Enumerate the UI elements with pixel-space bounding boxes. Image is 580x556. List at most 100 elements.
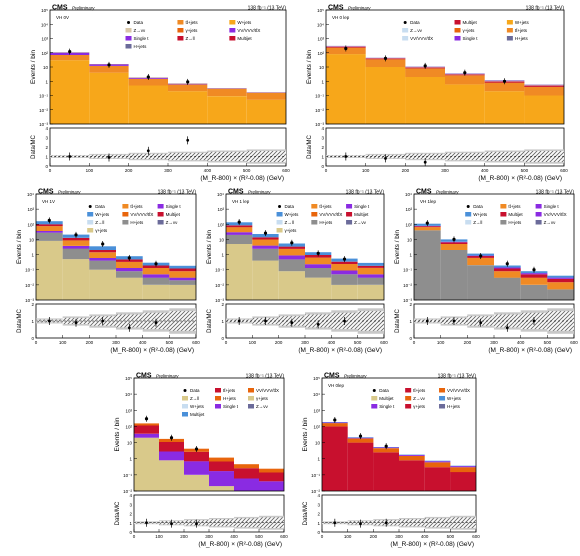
stack-bar [440,242,468,244]
x-axis-label: (M_R-800) × (R²-0.08) (GeV) [478,175,562,182]
stack-bar [322,426,348,491]
ratio-hatch [484,151,525,161]
x-tick-label: 500 [354,340,362,345]
x-tick-label: 400 [230,534,238,539]
legend-label: tt̄+jets [508,203,521,209]
x-tick-label: 400 [328,340,336,345]
stack-bar [520,277,548,285]
data-point [384,444,388,448]
legend-swatch [405,388,412,393]
data-point [154,262,158,266]
stack-bar [252,237,279,240]
ratio-tick-label: 2 [129,512,132,517]
ratio-tick-label: 4 [317,493,320,498]
data-point [423,64,427,68]
legend-swatch [276,220,283,225]
legend-swatch [177,36,184,41]
legend-swatch [157,204,164,209]
legend-label: Multijet [354,212,369,217]
data-point [74,233,78,237]
legend-label: Z→νν [256,404,268,409]
region-label: VH 0lep [328,383,345,388]
data-point [290,241,294,245]
ratio-tick-label: 0 [31,336,34,341]
y-tick-label: 10 [319,65,325,70]
y-tick-label: 10³ [313,408,320,413]
stack-bar [246,99,286,124]
stack-bar [128,78,168,86]
x-tick-label: 300 [301,340,309,345]
stack-bar [494,271,521,278]
stack-bar [445,75,485,85]
x-tick-label: 200 [125,168,133,173]
legend-label: Z→ll [473,220,482,225]
data-point [344,46,348,51]
x-axis-label: (M_R-800) × (R²-0.08) (GeV) [200,175,284,182]
y-tick-label: 10³ [405,207,412,212]
y-tick-label: 10⁻¹ [123,473,132,478]
stack-bar [520,273,548,275]
prelim-label: Preliminary [248,190,271,195]
panel-p7: 10⁻² 10⁻¹ 1 10 10² 10³ 10⁴ 10⁵ 0 1 2 3 4 0 100 200 300 40… [302,373,480,549]
stack-bar [134,433,159,438]
ratio-point [107,156,111,159]
prelim-label: Preliminary [72,6,95,11]
legend-swatch [229,28,236,33]
ratio-point [316,323,320,326]
y-tick-label: 10⁻² [403,283,412,288]
ratio-point [359,522,362,526]
main-frame [321,377,477,492]
y-tick-label: 10 [315,441,321,446]
stack-bar [226,234,253,244]
legend-label: H+jets [134,44,148,49]
legend-label: Multijet [166,212,181,217]
data-point [342,257,347,261]
x-tick-label: 400 [421,534,429,539]
prelim-label: Preliminary [344,374,367,379]
stack-bar [524,84,564,86]
stack-bar [62,240,90,246]
x-tick-label: 300 [112,340,120,345]
ratio-point [186,138,190,142]
legend-swatch [402,28,409,33]
legend-label: Single t [463,36,479,41]
legend-label: tt̄+jets [223,387,236,393]
y-tick-label: 10⁵ [317,8,324,13]
legend-label: W+jets [190,404,205,409]
legend-label: Z→ll [185,36,194,41]
y-tick-label: 10⁻³ [215,298,224,303]
y-axis-label: Events / bin [302,417,309,451]
lumi-label: 138 fb⁻¹ (13 TeV) [526,6,565,12]
stack-bar [399,455,425,461]
lumi-label: 138 fb⁻¹ (13 TeV) [158,190,197,196]
panel-p3: 10⁻³ 10⁻² 10⁻¹ 1 10 10² 10³ 10⁴ 0 1 2 0 100 200 300 400… [16,189,200,355]
y-tick-label: 10² [41,51,48,56]
ratio-point [452,319,456,323]
stack-bar [357,274,384,278]
stack-bar [142,265,170,268]
stack-bar [89,269,116,300]
stack-bar [234,464,259,469]
stack-bar [89,246,116,250]
ratio-point [384,521,388,525]
stack-bar [547,275,574,278]
legend-swatch [405,404,412,409]
stack-bar [142,284,170,300]
legend-swatch [177,20,184,25]
cms-label: CMS [38,189,54,196]
legend-swatch [506,36,513,41]
ratio-tick-label: 0 [321,164,324,169]
stack-bar [169,268,196,272]
legend-label: Multijet [190,412,205,417]
y-tick-label: 10⁻³ [39,122,48,127]
ratio-tick-label: 0 [45,164,48,169]
panel-p1: 10⁻³ 10⁻² 10⁻¹ 1 10 10² 10³ 10⁴ 10⁵ 0 1 2 3 4 0 100 200 3… [30,5,290,183]
ratio-point [170,522,173,526]
legend-swatch [248,404,254,409]
data-point [146,75,150,79]
stack-bar [184,461,209,475]
y-tick-label: 10⁻¹ [39,94,48,99]
y-axis-label: Events / bin [16,230,23,264]
x-tick-label: 0 [49,168,52,173]
stack-bar [134,425,159,434]
